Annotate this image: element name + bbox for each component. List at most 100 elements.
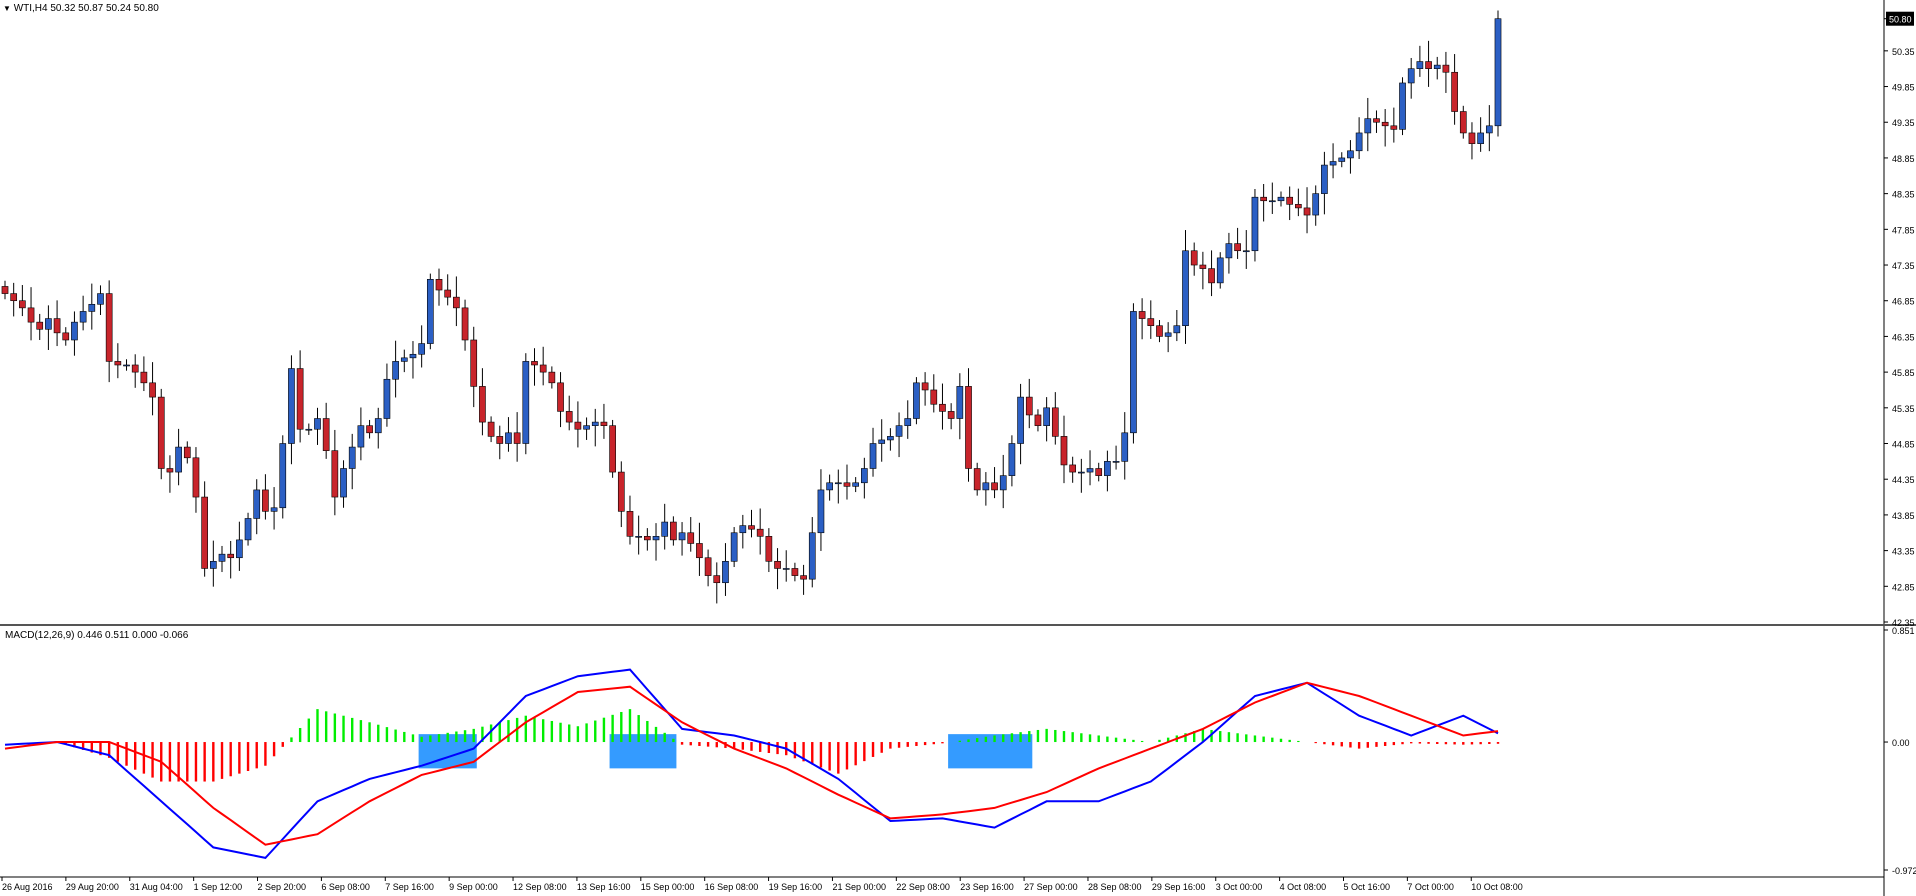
bull-candle-body: [817, 489, 825, 534]
bear-candle-body: [930, 389, 938, 405]
time-tick-label: 22 Sep 08:00: [896, 882, 950, 892]
macd-pane[interactable]: [4, 668, 1500, 859]
candle: [574, 401, 582, 448]
bull-candle-body: [409, 353, 417, 359]
price-tick-label: 48.85: [1892, 154, 1915, 164]
bull-candle-body: [730, 532, 738, 562]
bull-candle-body: [1173, 325, 1181, 334]
bull-candle-body: [45, 318, 52, 330]
candle: [192, 447, 200, 513]
price-tick-label: 47.35: [1892, 261, 1915, 271]
candle: [939, 383, 946, 430]
bull-candle-body: [123, 364, 130, 367]
candle: [1130, 303, 1137, 444]
bear-candle-body: [609, 425, 616, 473]
bear-candle-body: [366, 425, 373, 434]
bull-candle-body: [1477, 132, 1484, 144]
bull-candle-body: [826, 482, 833, 491]
candle: [1416, 45, 1424, 77]
bear-candle-body: [1095, 468, 1103, 476]
candle: [1225, 232, 1233, 274]
bear-candle-body: [435, 279, 443, 291]
bear-candle-body: [262, 489, 269, 512]
time-tick-label: 1 Sep 12:00: [194, 882, 243, 892]
candle: [852, 477, 860, 493]
bear-candle-body: [713, 575, 721, 584]
time-tick-label: 7 Sep 16:00: [385, 882, 434, 892]
bull-candle-body: [913, 382, 920, 419]
bull-candle-body: [652, 536, 660, 541]
candle: [1017, 383, 1024, 465]
bull-candle-body: [1130, 311, 1137, 434]
candle: [791, 562, 799, 582]
candle: [1260, 183, 1267, 222]
candle: [1451, 54, 1458, 125]
bear-candle-body: [513, 432, 521, 444]
bull-candle-body: [175, 446, 182, 473]
bull-candle-body: [1364, 118, 1372, 134]
candle: [869, 427, 877, 477]
candle: [921, 372, 929, 406]
bear-candle-body: [626, 511, 634, 537]
candle: [296, 350, 304, 443]
candle: [817, 469, 825, 551]
price-pane[interactable]: [1, 10, 1502, 604]
bear-candle-body: [991, 482, 998, 491]
candle: [678, 522, 686, 556]
bull-candle-body: [1112, 461, 1120, 463]
bear-candle-body: [149, 382, 156, 398]
candle: [487, 416, 495, 443]
bear-candle-body: [774, 561, 781, 569]
candle: [1485, 105, 1493, 152]
candle: [157, 388, 165, 480]
candle: [617, 461, 625, 528]
candle: [453, 276, 460, 327]
candle: [548, 366, 556, 389]
bear-candle-body: [600, 421, 608, 426]
bull-candle-body: [79, 311, 87, 323]
bear-candle-body: [791, 568, 799, 576]
candle: [635, 515, 642, 555]
time-tick-label: 31 Aug 04:00: [130, 882, 183, 892]
candle: [435, 268, 443, 306]
candle: [557, 372, 564, 428]
candle: [288, 355, 295, 465]
time-tick-label: 28 Sep 08:00: [1088, 882, 1142, 892]
time-tick-label: 10 Oct 08:00: [1471, 882, 1523, 892]
candle: [1494, 10, 1502, 137]
candle: [1156, 319, 1163, 343]
bear-candle-body: [973, 468, 981, 491]
candle: [704, 549, 712, 587]
bull-candle-body: [1268, 200, 1276, 203]
candle: [843, 464, 851, 500]
highlight-box: [948, 734, 1033, 769]
bear-candle-body: [1051, 407, 1059, 437]
candle: [383, 363, 391, 427]
candle: [262, 474, 269, 520]
candle: [10, 282, 18, 317]
symbol-label: WTI,H4: [13, 3, 48, 14]
candle: [1355, 117, 1363, 160]
bear-candle-body: [1, 286, 9, 294]
candle: [748, 509, 755, 538]
bull-candle-body: [895, 425, 903, 437]
candle: [1364, 97, 1372, 152]
candle: [45, 305, 52, 350]
candle: [800, 564, 807, 595]
bull-candle-body: [400, 357, 408, 362]
candle: [1399, 77, 1406, 136]
candle: [1147, 300, 1155, 339]
macd-label: MACD(12,26,9) 0.446 0.511 0.000 -0.066: [5, 630, 189, 641]
chevron-down-icon[interactable]: ▼: [3, 4, 11, 13]
candle: [1251, 188, 1259, 262]
candle: [1303, 187, 1311, 234]
candle: [97, 285, 104, 315]
candle: [392, 340, 399, 398]
candle: [366, 419, 373, 439]
time-tick-label: 13 Sep 16:00: [577, 882, 631, 892]
candle: [531, 348, 538, 386]
bear-candle-body: [166, 468, 174, 473]
bull-candle-body: [1329, 161, 1337, 166]
bear-candle-body: [939, 403, 946, 412]
